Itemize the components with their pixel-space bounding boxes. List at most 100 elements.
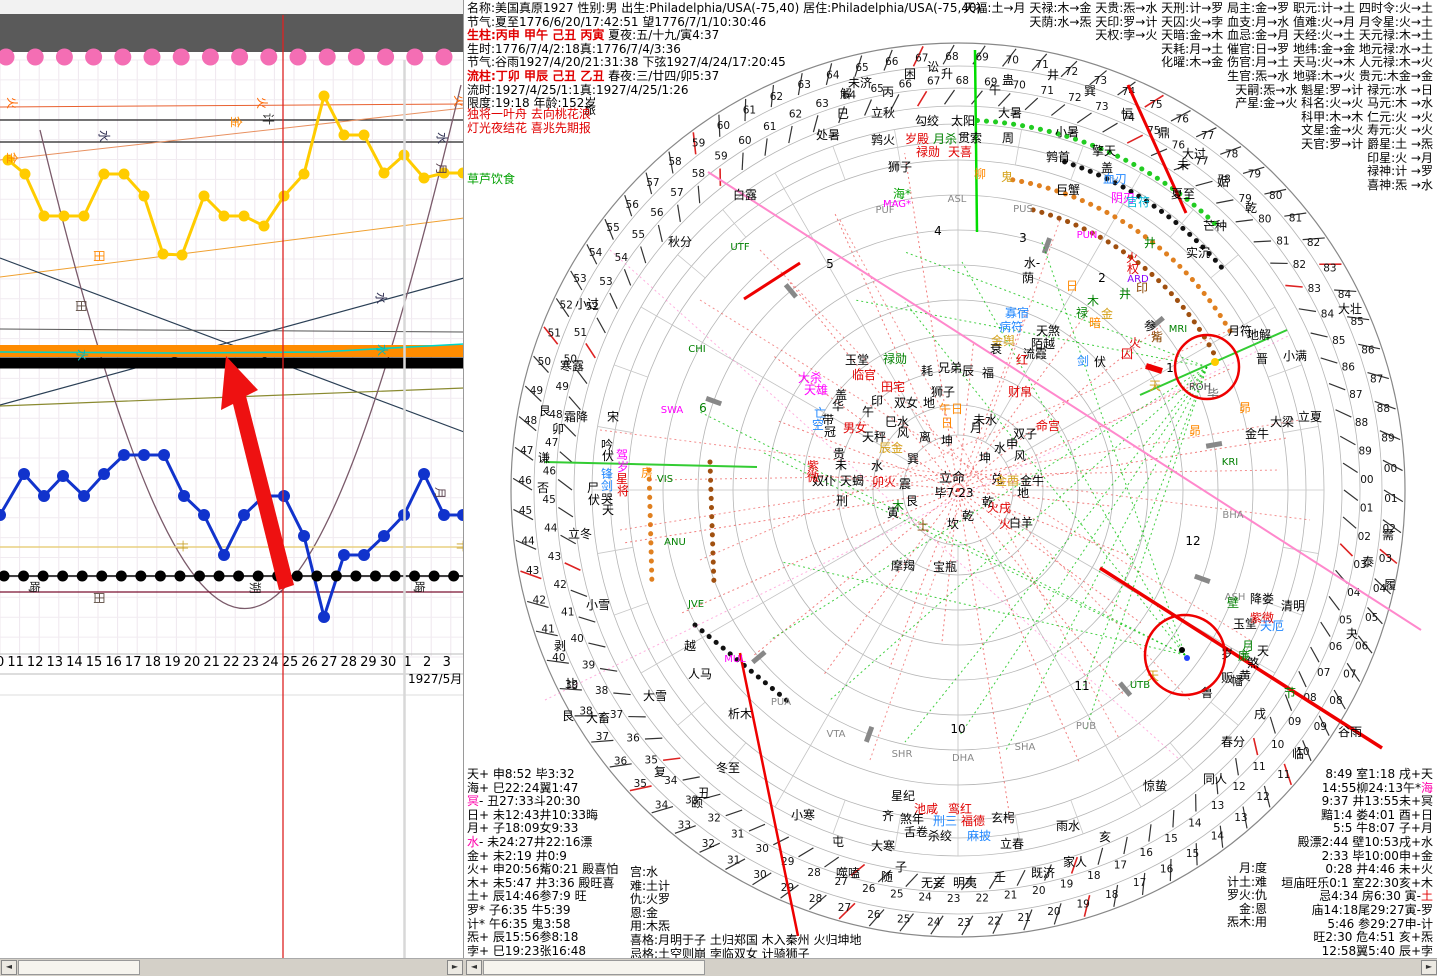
relation-line: 金:恩 <box>1227 903 1267 917</box>
wheel-label: 风 <box>897 426 909 440</box>
wheel-label: 田宅 <box>881 379 905 394</box>
wheel-label: 日 <box>1066 279 1078 293</box>
rim-degree-number: 58 <box>692 168 705 180</box>
black-data-point <box>18 571 29 582</box>
trend-chart-canvas[interactable]: 1011121314151617181920212223242526272829… <box>0 0 464 958</box>
planet-line: 炁+ 辰15:56参8:18 <box>467 931 618 945</box>
blue-data-point <box>138 449 150 461</box>
star-mapping-line: 天权:孛→火 天暗:金→木 血忌:金→月 天经:火→土 天元禄:木→土 <box>963 29 1433 43</box>
wheel-label: 水 <box>871 459 883 473</box>
wheel-label: 舌卷 <box>904 824 928 839</box>
wheel-label: 觜 <box>1151 330 1163 344</box>
wheel-label: 玄枵 <box>991 810 1015 825</box>
wheel-label: 地 <box>1017 486 1029 500</box>
wheel-label: 霜降 <box>564 410 588 424</box>
x-axis-day-label: 13 <box>47 655 64 670</box>
blue-data-point <box>338 549 350 561</box>
rim-degree-number: 19 <box>1060 878 1073 890</box>
rim-degree-number: 00 <box>1384 463 1397 475</box>
wheel-label: PUA <box>771 697 791 708</box>
dignity-line: 9:37 井13:55未+冥 <box>1281 795 1433 809</box>
rim-degree-number: 10 <box>1271 739 1284 751</box>
planet-line: 水- 未24:27井22:16漂 <box>467 836 618 850</box>
blue-data-point <box>218 549 230 561</box>
wheel-label: 晋 <box>1256 352 1268 366</box>
wheel-label: 节 <box>1284 686 1296 700</box>
rim-degree-number: 82 <box>1293 259 1306 271</box>
right-scrollbar-thumb[interactable] <box>483 960 705 975</box>
rim-degree-number: 12 <box>1232 781 1245 793</box>
wheel-label: VTA <box>826 729 845 740</box>
rim-degree-number: 81 <box>1289 213 1302 225</box>
verse-line: 独将一叶舟 去向桃花浪 <box>467 108 591 122</box>
wheel-label: 亥 <box>1099 830 1111 844</box>
rim-degree-number: 09 <box>1314 721 1327 733</box>
rim-degree-number: 05 <box>1365 612 1378 624</box>
wheel-label: 大雪 <box>643 689 667 703</box>
rim-degree-number: 40 <box>571 633 584 645</box>
wheel-label: 无妄 <box>921 875 945 890</box>
wheel-label: 艮 <box>562 709 574 723</box>
blue-data-point <box>238 509 250 521</box>
rim-degree-number: 40 <box>552 652 565 664</box>
wheel-label: 红 <box>1016 352 1028 367</box>
left-scroll-left-arrow[interactable]: ◄ <box>1 960 17 975</box>
chart-glyph-label: 火 <box>5 97 19 109</box>
wheel-label: 暗 <box>1089 315 1101 330</box>
wheel-label: 辰金 <box>879 440 903 455</box>
wheel-label: 惊蛰 <box>1143 778 1167 793</box>
wheel-label: 艮 <box>906 494 918 508</box>
relation-line: 计土:难 <box>1227 876 1267 890</box>
rim-degree-number: 24 <box>919 892 933 904</box>
right-scroll-left-arrow[interactable]: ◄ <box>466 960 482 975</box>
wheel-label: MRI <box>1169 324 1188 335</box>
wheel-label: 岁 <box>1221 646 1233 661</box>
rim-degree-number: 46 <box>543 465 557 477</box>
rim-degree-number: 47 <box>520 445 533 457</box>
wheel-label: 井 <box>1119 287 1131 301</box>
trend-chart-panel: 1011121314151617181920212223242526272829… <box>0 0 464 975</box>
chart-glyph-label: 田 <box>74 300 88 312</box>
wheel-label: 小雪 <box>586 598 610 612</box>
wheel-label: 芒种 <box>1203 218 1227 233</box>
x-axis-day-label: 19 <box>164 655 181 670</box>
wheel-label: 房 <box>641 465 653 480</box>
star-mapping-line: 喜神:炁 →水 <box>963 179 1433 193</box>
wheel-label: BHA <box>1222 510 1243 521</box>
rim-degree-number: 80 <box>1258 214 1271 226</box>
wheel-label: 日 <box>941 416 953 430</box>
wheel-label: 临 <box>1292 747 1304 761</box>
wheel-label: 天 <box>602 503 614 517</box>
wheel-label: 乾 <box>962 509 974 523</box>
planet-line: 月+ 子18:09女9:33 <box>467 822 618 836</box>
rim-degree-number: 20 <box>1032 885 1045 897</box>
wheel-label: 微 <box>807 470 819 484</box>
right-scroll-right-arrow[interactable]: ► <box>1421 960 1437 975</box>
wheel-label: 否 <box>537 481 549 495</box>
chart-glyph-label: 火 <box>255 97 269 109</box>
wheel-label: 禄勋 <box>883 351 907 366</box>
rim-degree-number: 42 <box>533 595 546 607</box>
wheel-label: 月杀 <box>933 131 957 146</box>
relation-line: 月:度 <box>1227 862 1267 876</box>
blue-data-point <box>438 509 450 521</box>
left-scroll-right-arrow[interactable]: ► <box>447 960 463 975</box>
blue-data-point <box>57 470 69 482</box>
chart-glyph-label: 月 <box>434 163 448 175</box>
wheel-label: 冬至 <box>716 760 740 775</box>
wheel-label: VIS <box>657 474 673 485</box>
rim-degree-number: 22 <box>988 915 1001 927</box>
wheel-label: 屯 <box>832 835 844 849</box>
wheel-label: 卯火 <box>872 475 896 489</box>
wheel-label: 立冬 <box>568 526 592 541</box>
relation-line: 炁木:用 <box>1227 916 1267 930</box>
x-axis-day-label: 17 <box>125 655 142 670</box>
black-data-point <box>77 571 88 582</box>
highlighted-planet-dot <box>1179 647 1185 653</box>
rim-degree-number: 83 <box>1323 262 1336 274</box>
wheel-label: 乾 <box>1245 201 1257 215</box>
blue-data-point <box>18 468 30 480</box>
left-scrollbar-thumb[interactable] <box>18 960 140 975</box>
